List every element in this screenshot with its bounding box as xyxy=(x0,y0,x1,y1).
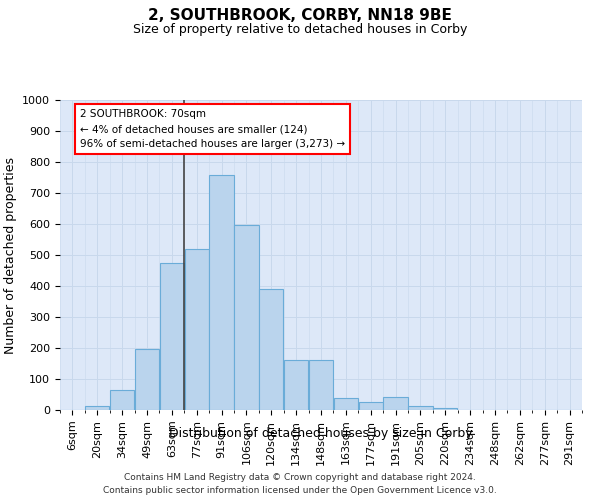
Text: 2, SOUTHBROOK, CORBY, NN18 9BE: 2, SOUTHBROOK, CORBY, NN18 9BE xyxy=(148,8,452,22)
Bar xyxy=(185,249,209,410)
Bar xyxy=(160,264,184,410)
Bar xyxy=(85,406,109,410)
Bar xyxy=(259,289,283,410)
Y-axis label: Number of detached properties: Number of detached properties xyxy=(4,156,17,354)
Text: Size of property relative to detached houses in Corby: Size of property relative to detached ho… xyxy=(133,22,467,36)
Bar xyxy=(383,397,408,410)
Text: Contains public sector information licensed under the Open Government Licence v3: Contains public sector information licen… xyxy=(103,486,497,495)
Text: 2 SOUTHBROOK: 70sqm
← 4% of detached houses are smaller (124)
96% of semi-detach: 2 SOUTHBROOK: 70sqm ← 4% of detached hou… xyxy=(80,110,345,149)
Bar xyxy=(284,360,308,410)
Bar xyxy=(433,408,457,410)
Bar xyxy=(110,390,134,410)
Text: Contains HM Land Registry data © Crown copyright and database right 2024.: Contains HM Land Registry data © Crown c… xyxy=(124,472,476,482)
Bar xyxy=(309,360,333,410)
Text: Distribution of detached houses by size in Corby: Distribution of detached houses by size … xyxy=(169,428,473,440)
Bar xyxy=(334,398,358,410)
Bar xyxy=(209,176,234,410)
Bar xyxy=(408,406,433,410)
Bar xyxy=(135,349,159,410)
Bar xyxy=(234,225,259,410)
Bar xyxy=(359,402,383,410)
